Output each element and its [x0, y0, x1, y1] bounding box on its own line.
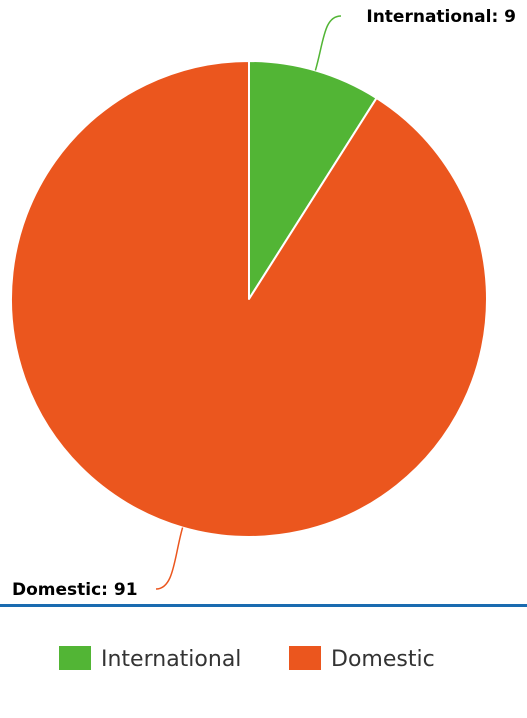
legend-swatch-domestic [289, 646, 321, 670]
legend-item-international[interactable]: International [59, 646, 241, 672]
legend-label-international: International [101, 647, 241, 672]
legend-separator [0, 604, 527, 607]
pie-slice-international[interactable] [248, 60, 378, 300]
legend: International Domestic [59, 646, 435, 672]
data-label-international: International: 9 [366, 7, 516, 27]
legend-label-domestic: Domestic [331, 647, 435, 672]
leader-line-domestic [155, 527, 184, 590]
data-label-domestic: Domestic: 91 [12, 580, 138, 600]
leader-line-international [314, 15, 342, 71]
leader-lines [155, 15, 342, 590]
legend-swatch-international [59, 646, 91, 670]
pie-slices [10, 60, 488, 538]
data-labels: International: 9 Domestic: 91 [12, 7, 516, 600]
pie-slice-domestic[interactable] [10, 60, 488, 538]
legend-item-domestic[interactable]: Domestic [289, 646, 435, 672]
